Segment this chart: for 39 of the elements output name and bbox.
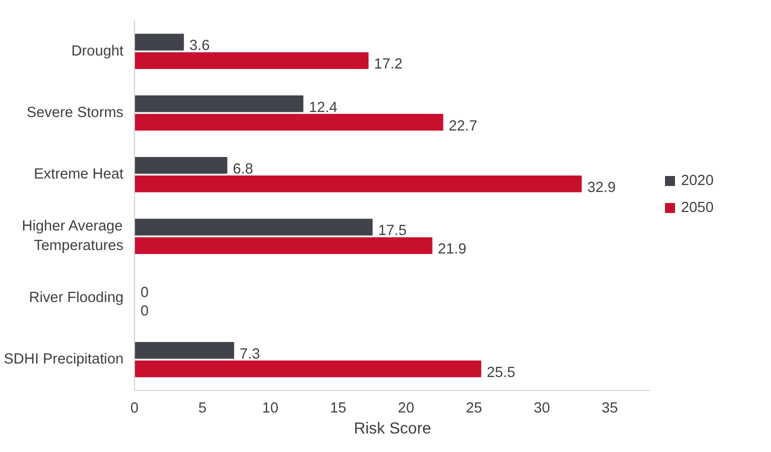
data-label: 0 [140, 284, 149, 301]
data-label: 6.8 [232, 161, 254, 178]
legend-label: 2050 [681, 198, 714, 218]
x-tick-label: 0 [130, 400, 139, 416]
y-tick-label: Higher Average Temperatures [22, 218, 124, 254]
x-tick-label: 5 [198, 400, 206, 416]
bar [134, 342, 234, 359]
bar [134, 360, 482, 378]
bar [134, 52, 369, 69]
x-tick-label: 10 [262, 400, 278, 416]
x-tick-label: 25 [466, 400, 482, 416]
data-label: 12.4 [308, 100, 338, 116]
legend-label: 2020 [681, 172, 714, 191]
y-tick-label: Severe Storms [26, 105, 124, 121]
y-tick-label: Drought [71, 43, 124, 60]
data-label: 32.9 [587, 180, 616, 196]
data-label: 3.6 [189, 38, 210, 54]
data-label: 25.5 [486, 364, 516, 381]
x-tick-label: 15 [330, 400, 346, 416]
bar [134, 34, 184, 50]
data-label: 0 [140, 303, 149, 320]
x-tick-label: 30 [534, 400, 550, 416]
x-tick-label: 20 [398, 400, 414, 416]
bar [134, 114, 444, 131]
bar [134, 95, 304, 112]
data-label: 21.9 [438, 242, 466, 258]
x-axis-title: Risk Score [354, 420, 432, 438]
y-tick-label: Extreme Heat [34, 166, 124, 183]
y-tick-label: SDHI Precipitation [4, 352, 124, 368]
data-label: 22.7 [448, 118, 478, 134]
y-tick-label: River Flooding [29, 290, 124, 306]
bar [134, 157, 228, 174]
data-label: 17.5 [378, 223, 407, 240]
data-label: 7.3 [240, 346, 260, 362]
data-label: 17.2 [374, 56, 403, 73]
x-tick-label: 35 [602, 400, 618, 416]
bar [134, 218, 373, 236]
bar [134, 237, 432, 254]
bar [134, 176, 582, 192]
